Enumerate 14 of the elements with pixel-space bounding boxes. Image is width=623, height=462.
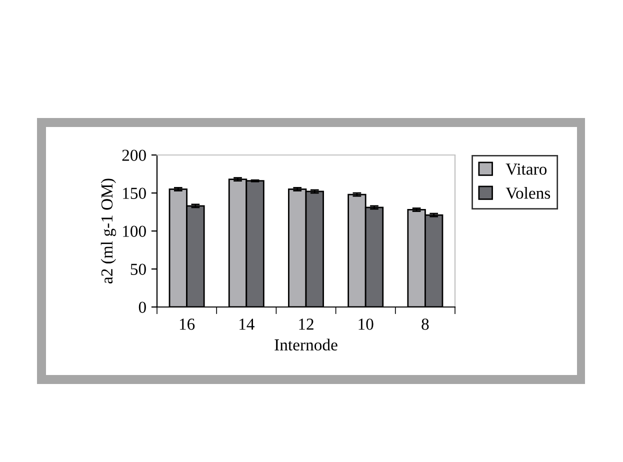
y-tick-label: 200: [122, 150, 146, 161]
legend-label: Volens: [506, 187, 550, 199]
x-tick-label: 10: [358, 318, 374, 330]
y-tick-label: 0: [138, 302, 146, 313]
x-tick-label: 12: [299, 318, 314, 330]
y-tick-label: 150: [123, 188, 146, 199]
x-tick-label: 14: [240, 318, 254, 330]
legend-label: Vitaro: [506, 164, 547, 175]
x-tick-label: 8: [422, 318, 429, 330]
x-axis-title: Internode: [274, 338, 338, 351]
y-tick-label: 100: [123, 226, 146, 237]
y-tick-label: 50: [130, 264, 146, 275]
y-axis-title: a2 (ml g-1 OM): [100, 178, 116, 284]
x-tick-label: 16: [180, 318, 195, 330]
